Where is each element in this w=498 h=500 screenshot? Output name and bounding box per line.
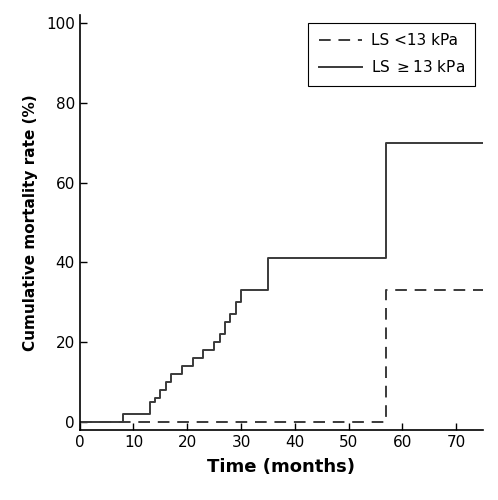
X-axis label: Time (months): Time (months) [207, 458, 356, 476]
Y-axis label: Cumulative mortality rate (%): Cumulative mortality rate (%) [22, 94, 38, 351]
Legend: LS <13 kPa, LS $\geq$13 kPa: LS <13 kPa, LS $\geq$13 kPa [308, 22, 476, 86]
